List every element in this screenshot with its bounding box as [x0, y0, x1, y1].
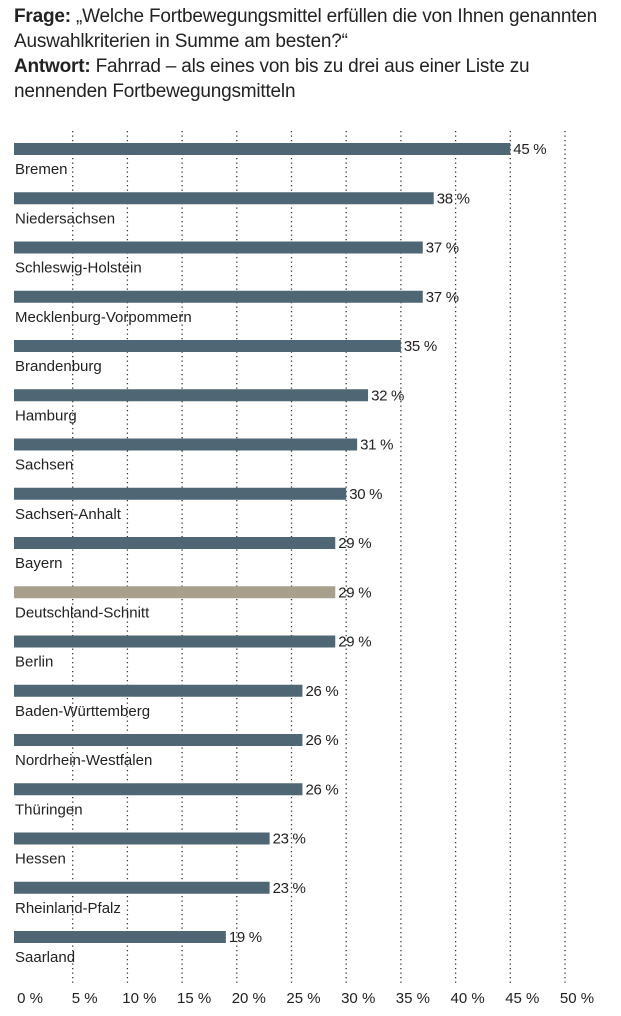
- x-tick-label: 15 %: [177, 990, 211, 1007]
- data-label: 29 %: [338, 535, 371, 552]
- bar: [14, 635, 336, 648]
- x-tick-label: 20 %: [232, 990, 266, 1007]
- bar: [14, 290, 423, 303]
- x-tick-label: 40 %: [450, 990, 484, 1007]
- data-label: 26 %: [305, 732, 338, 749]
- x-tick-label: 0 %: [17, 990, 43, 1007]
- x-tick-label: 25 %: [286, 990, 320, 1007]
- category-label: Hamburg: [15, 407, 77, 424]
- answer-label: Antwort:: [14, 56, 91, 77]
- bar: [14, 241, 423, 254]
- category-label: Sachsen-Anhalt: [15, 506, 122, 523]
- data-label: 23 %: [273, 831, 306, 848]
- bar: [14, 537, 336, 549]
- category-label: Sachsen: [15, 457, 73, 474]
- bar: [14, 143, 511, 155]
- data-label: 32 %: [371, 387, 404, 404]
- category-label: Bayern: [15, 555, 63, 572]
- category-label: Nordrhein-Westfalen: [15, 752, 152, 769]
- category-label: Brandenburg: [15, 358, 102, 375]
- category-label: Berlin: [15, 654, 53, 671]
- bar: [14, 487, 347, 500]
- data-label: 45 %: [513, 141, 546, 158]
- data-label: 30 %: [349, 486, 382, 503]
- category-label: Rheinland-Pfalz: [15, 900, 121, 917]
- category-label: Schleswig-Holstein: [15, 260, 142, 277]
- data-label: 26 %: [305, 781, 338, 798]
- bar: [14, 586, 336, 599]
- bar: [14, 931, 226, 943]
- data-label: 29 %: [338, 584, 371, 601]
- bar: [14, 832, 270, 845]
- question-text: „Welche Fortbewegungsmittel erfüllen die…: [14, 6, 598, 52]
- question-line: Frage: „Welche Fortbewegungsmittel erfül…: [14, 4, 614, 54]
- data-label: 26 %: [305, 683, 338, 700]
- category-label: Bremen: [15, 161, 68, 178]
- category-label: Hessen: [15, 851, 66, 868]
- bar: [14, 340, 401, 352]
- category-label: Baden-Württemberg: [15, 703, 150, 720]
- data-label: 19 %: [229, 929, 262, 946]
- category-label: Niedersachsen: [15, 210, 115, 227]
- bar: [14, 734, 303, 746]
- data-label: 38 %: [437, 190, 470, 207]
- x-tick-label: 35 %: [396, 990, 430, 1007]
- x-tick-label: 30 %: [341, 990, 375, 1007]
- x-tick-label: 45 %: [505, 990, 539, 1007]
- data-label: 31 %: [360, 437, 393, 454]
- bar: [14, 389, 369, 402]
- category-label: Saarland: [15, 949, 75, 966]
- data-label: 29 %: [338, 634, 371, 651]
- answer-line: Antwort: Fahrrad – als eines von bis zu …: [14, 54, 614, 104]
- bar: [14, 783, 303, 796]
- data-label: 37 %: [426, 289, 459, 306]
- category-label: Thüringen: [15, 801, 83, 818]
- question-label: Frage:: [14, 6, 71, 27]
- data-label: 35 %: [404, 338, 437, 355]
- chart-header: Frage: „Welche Fortbewegungsmittel erfül…: [14, 4, 614, 104]
- data-label: 37 %: [426, 240, 459, 257]
- x-tick-label: 10 %: [122, 990, 156, 1007]
- bar: [14, 881, 270, 894]
- bar: [14, 438, 358, 451]
- category-label: Mecklenburg-Vorpommern: [15, 309, 192, 326]
- bar: [14, 192, 434, 205]
- answer-text: Fahrrad – als eines von bis zu drei aus …: [14, 56, 530, 102]
- x-tick-label: 50 %: [560, 990, 594, 1007]
- data-label: 23 %: [273, 880, 306, 897]
- bar: [14, 684, 303, 697]
- x-tick-label: 5 %: [72, 990, 98, 1007]
- category-label: Deutschland-Schnitt: [15, 604, 150, 621]
